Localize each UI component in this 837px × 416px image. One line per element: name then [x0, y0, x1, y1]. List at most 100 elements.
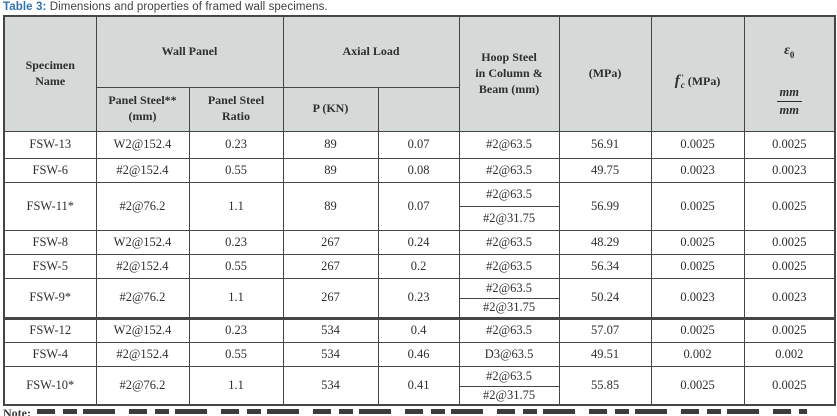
cell-axial-ratio: 0.2	[377, 253, 460, 279]
cell-p-kn: 267	[282, 277, 379, 319]
cell-hoop: D3@63.5	[458, 341, 560, 367]
cell-fc: 0.0023	[650, 277, 745, 319]
cell-hoop: #2@63.5	[458, 130, 560, 159]
header-axial-ratio-empty	[377, 86, 460, 132]
cell-hoop: #2@63.5	[458, 277, 560, 299]
header-fc-mpa: f ′ c (MPa)	[650, 15, 745, 132]
cell-e0: 0.002	[743, 341, 836, 367]
cell-p-kn: 267	[282, 253, 379, 279]
header-axial-load: Axial Load	[282, 15, 460, 88]
cell-hoop: #2@63.5	[458, 253, 560, 279]
cell-p-kn: 89	[282, 130, 379, 159]
cell-mpa: 57.07	[558, 316, 652, 343]
table-subrow: #2@31.75	[4, 385, 835, 406]
cell-panel-ratio: 0.23	[188, 316, 284, 343]
cell-e0: 0.0025	[743, 365, 836, 406]
cell-panel-ratio: 0.23	[188, 229, 284, 255]
clipped-text-marks	[36, 409, 807, 414]
cell-axial-ratio: 0.24	[377, 229, 460, 255]
cell-mpa: 55.85	[558, 365, 652, 406]
header-mpa: (MPa)	[558, 15, 652, 132]
cell-p-kn: 534	[282, 365, 379, 406]
cell-panel-steel: #2@152.4	[95, 157, 190, 183]
mm-per-mm-fraction: mm mm	[776, 85, 802, 119]
cell-p-kn: 267	[282, 229, 379, 255]
cell-e0: 0.0023	[743, 277, 836, 319]
table-row: FSW-4 #2@152.4 0.55 534 0.46 D3@63.5 49.…	[3, 341, 836, 367]
table-row: FSW-12 W2@152.4 0.23 534 0.4 #2@63.5 57.…	[3, 316, 836, 343]
table-row: FSW-8 W2@152.4 0.23 267 0.24 #2@63.5 48.…	[3, 229, 836, 255]
footnote-text-fragment: Note:	[3, 406, 31, 416]
cell-mpa: 56.99	[558, 181, 652, 231]
cell-axial-ratio: 0.07	[377, 130, 460, 159]
table-row: FSW-6 #2@152.4 0.55 89 0.08 #2@63.5 49.7…	[3, 157, 836, 183]
cell-panel-ratio: 1.1	[188, 277, 284, 319]
cell-e0: 0.0023	[743, 157, 836, 183]
cell-panel-steel: #2@152.4	[95, 341, 190, 367]
table-row: FSW-10* #2@76.2 1.1 534 0.41 #2@63.5 55.…	[3, 365, 836, 406]
cell-fc: 0.0025	[650, 316, 745, 343]
cell-mpa: 56.91	[558, 130, 652, 159]
cell-mpa: 49.51	[558, 341, 652, 367]
cell-mpa: 48.29	[558, 229, 652, 255]
table-caption-text: Dimensions and properties of framed wall…	[46, 1, 328, 13]
cell-fc: 0.0025	[650, 253, 745, 279]
cell-fc: 0.0025	[650, 365, 745, 406]
cell-axial-ratio: 0.41	[377, 365, 460, 406]
table-caption-label: Table 3:	[3, 1, 47, 13]
cell-p-kn: 534	[282, 316, 379, 343]
cell-specimen: FSW-9*	[3, 277, 97, 319]
cell-p-kn: 534	[282, 341, 379, 367]
cell-axial-ratio: 0.46	[377, 341, 460, 367]
cell-specimen: FSW-4	[3, 341, 97, 367]
header-epsilon0: ε0 mm mm	[743, 15, 836, 132]
cell-mpa: 56.34	[558, 253, 652, 279]
cell-hoop: #2@63.5	[458, 229, 560, 255]
cell-axial-ratio: 0.08	[377, 157, 460, 183]
cell-panel-steel: W2@152.4	[95, 229, 190, 255]
clipped-footnote: Note:	[3, 406, 834, 416]
cell-e0: 0.0025	[743, 229, 836, 255]
cell-fc: 0.0023	[650, 157, 745, 183]
cell-axial-ratio: 0.23	[377, 277, 460, 319]
header-wall-panel: Wall Panel	[95, 15, 284, 88]
cell-fc: 0.002	[650, 341, 745, 367]
cell-specimen: FSW-6	[3, 157, 97, 183]
table-header: Specimen Name Wall Panel Axial Load Hoop…	[3, 15, 836, 132]
cell-p-kn: 89	[282, 181, 379, 231]
cell-axial-ratio: 0.07	[377, 181, 460, 231]
header-specimen-name: Specimen Name	[3, 15, 97, 132]
cell-hoop: #2@63.5	[458, 365, 560, 387]
cell-panel-steel: #2@76.2	[95, 365, 190, 406]
cell-panel-ratio: 0.55	[188, 341, 284, 367]
cell-panel-ratio: 0.55	[188, 253, 284, 279]
cell-specimen: FSW-12	[3, 316, 97, 343]
cell-specimen: FSW-11*	[3, 181, 97, 231]
cell-panel-ratio: 0.55	[188, 157, 284, 183]
specimens-table: Specimen Name Wall Panel Axial Load Hoop…	[3, 15, 837, 406]
cell-fc: 0.0025	[650, 229, 745, 255]
cell-fc: 0.0025	[650, 130, 745, 159]
cell-panel-steel: #2@76.2	[95, 277, 190, 319]
epsilon0-symbol: ε0	[784, 43, 795, 61]
cell-panel-ratio: 1.1	[188, 365, 284, 406]
cell-mpa: 50.24	[558, 277, 652, 319]
header-panel-steel: Panel Steel** (mm)	[95, 86, 190, 132]
cell-hoop-sub: #2@31.75	[458, 205, 560, 231]
cell-panel-steel: W2@152.4	[95, 130, 190, 159]
cell-hoop-sub: #2@31.75	[458, 385, 560, 406]
cell-specimen: FSW-8	[3, 229, 97, 255]
table-row: FSW-13 W2@152.4 0.23 89 0.07 #2@63.5 56.…	[3, 130, 836, 159]
cell-hoop: #2@63.5	[458, 316, 560, 343]
header-p-kn: P (KN)	[282, 86, 379, 132]
table-body: FSW-13 W2@152.4 0.23 89 0.07 #2@63.5 56.…	[3, 130, 836, 406]
cell-e0: 0.0025	[743, 316, 836, 343]
cell-mpa: 49.75	[558, 157, 652, 183]
header-panel-steel-ratio: Panel Steel Ratio	[188, 86, 284, 132]
cell-hoop: #2@63.5	[458, 157, 560, 183]
cell-specimen: FSW-10*	[3, 365, 97, 406]
cell-panel-ratio: 1.1	[188, 181, 284, 231]
cell-axial-ratio: 0.4	[377, 316, 460, 343]
cell-panel-steel: W2@152.4	[95, 316, 190, 343]
cell-hoop-sub: #2@31.75	[458, 297, 560, 319]
